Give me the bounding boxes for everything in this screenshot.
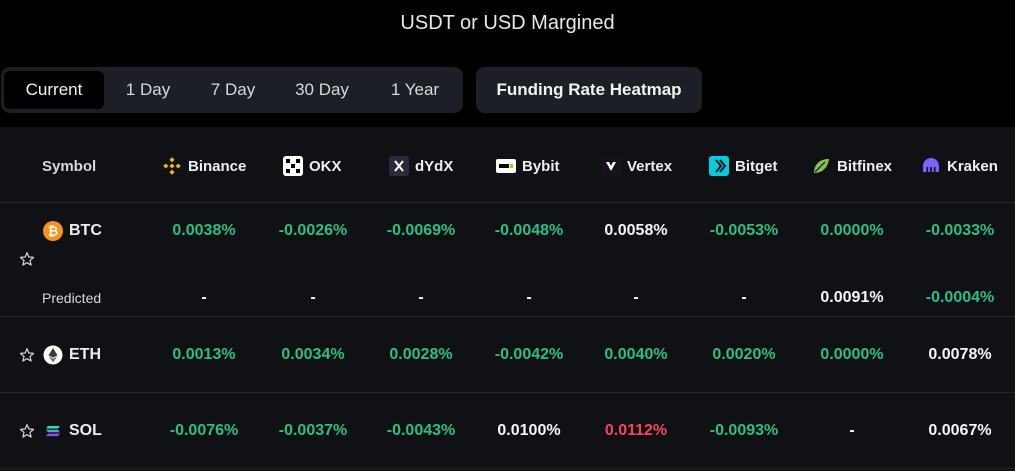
exchange-label: Binance (188, 157, 247, 175)
funding-rate-cell: 0.0100% (497, 422, 561, 439)
bitget-icon (709, 156, 729, 176)
symbol-btc[interactable]: ₿ BTC (43, 221, 102, 241)
tab-1-day[interactable]: 1 Day (125, 80, 171, 99)
funding-rate-cell: 0.0000% (820, 222, 884, 239)
svg-text:₿: ₿ (48, 225, 59, 240)
favorite-star-icon[interactable] (19, 423, 35, 444)
column-header-kraken[interactable]: Kraken (921, 155, 998, 177)
exchange-label: Kraken (947, 157, 998, 175)
funding-rate-table (0, 127, 1015, 471)
funding-rate-cell: - (849, 422, 855, 439)
funding-rate-cell: 0.0020% (712, 346, 776, 363)
bybit-icon (496, 156, 516, 176)
column-header-okx[interactable]: OKX (283, 155, 342, 177)
funding-rate-cell: 0.0058% (604, 222, 668, 239)
funding-rate-cell: 0.0000% (820, 346, 884, 363)
exchange-label: OKX (309, 157, 342, 175)
favorite-star-icon[interactable] (19, 251, 35, 272)
funding-rate-cell: -0.0093% (709, 422, 779, 439)
funding-rate-cell: -0.0042% (494, 346, 564, 363)
column-header-vertex[interactable]: Vertex (601, 155, 672, 177)
column-header-binance[interactable]: Binance (162, 155, 246, 177)
funding-rate-cell: 0.0112% (604, 422, 668, 439)
column-header-bybit[interactable]: Bybit (496, 155, 560, 177)
predicted-rate-cell: - (201, 289, 207, 306)
predicted-rate-cell: - (418, 289, 424, 306)
predicted-rate-cell: - (633, 289, 639, 306)
predicted-rate-cell: - (741, 289, 747, 306)
exchange-label: Bybit (522, 157, 560, 175)
funding-rate-cell: -0.0043% (386, 422, 456, 439)
predicted-label: Predicted (42, 290, 102, 306)
symbol-label: BTC (69, 222, 102, 239)
binance-icon (162, 156, 182, 176)
btc-icon: ₿ (43, 221, 63, 241)
exchange-label: dYdX (415, 157, 454, 175)
funding-rate-cell: -0.0053% (709, 222, 779, 239)
divider (0, 392, 1015, 393)
divider (0, 468, 1015, 469)
predicted-rate-cell: -0.0004% (925, 289, 995, 306)
sol-icon (46, 426, 60, 437)
funding-rate-cell: 0.0034% (281, 346, 345, 363)
funding-rate-cell: -0.0037% (278, 422, 348, 439)
funding-rate-cell: 0.0040% (604, 346, 668, 363)
symbol-column-header: Symbol (42, 158, 97, 175)
funding-rate-cell: 0.0067% (928, 422, 992, 439)
funding-rate-cell: -0.0026% (278, 222, 348, 239)
favorite-star-icon[interactable] (19, 347, 35, 368)
funding-rate-cell: -0.0076% (169, 422, 239, 439)
predicted-rate-cell: 0.0091% (820, 289, 884, 306)
tab-30-day[interactable]: 30 Day (295, 80, 349, 99)
vertex-icon (601, 156, 621, 176)
column-header-bitfinex[interactable]: Bitfinex (811, 155, 892, 177)
funding-rate-cell: 0.0028% (389, 346, 453, 363)
column-header-dydx[interactable]: dYdX (389, 155, 453, 177)
divider (0, 316, 1015, 317)
predicted-rate-cell: - (526, 289, 532, 306)
funding-rate-cell: 0.0078% (928, 346, 992, 363)
symbol-eth[interactable]: ETH (43, 345, 101, 365)
column-header-bitget[interactable]: Bitget (709, 155, 778, 177)
tab-current[interactable]: Current (4, 71, 104, 109)
okx-icon (283, 156, 303, 176)
kraken-icon (921, 156, 941, 176)
funding-rate-cell: -0.0048% (494, 222, 564, 239)
page-title: USDT or USD Margined (400, 12, 615, 34)
funding-rate-cell: 0.0038% (172, 222, 236, 239)
eth-icon (43, 345, 63, 365)
symbol-sol[interactable]: SOL (43, 421, 102, 441)
exchange-label: Bitfinex (837, 157, 893, 175)
divider (0, 202, 1015, 203)
predicted-rate-cell: - (310, 289, 316, 306)
bitfinex-icon (811, 156, 831, 176)
funding-rate-cell: -0.0069% (386, 222, 456, 239)
dydx-icon (389, 156, 409, 176)
time-range-tabs: Current 1 Day 7 Day 30 Day 1 Year (1, 67, 463, 113)
symbol-label: SOL (69, 422, 102, 439)
exchange-label: Vertex (627, 157, 673, 175)
symbol-label: ETH (69, 346, 101, 363)
tab-1-year[interactable]: 1 Year (390, 80, 440, 99)
funding-rate-cell: 0.0013% (172, 346, 236, 363)
funding-rate-heatmap-button[interactable]: Funding Rate Heatmap (476, 67, 702, 113)
tab-7-day[interactable]: 7 Day (210, 80, 256, 99)
exchange-label: Bitget (735, 157, 778, 175)
funding-rate-cell: -0.0033% (925, 222, 995, 239)
